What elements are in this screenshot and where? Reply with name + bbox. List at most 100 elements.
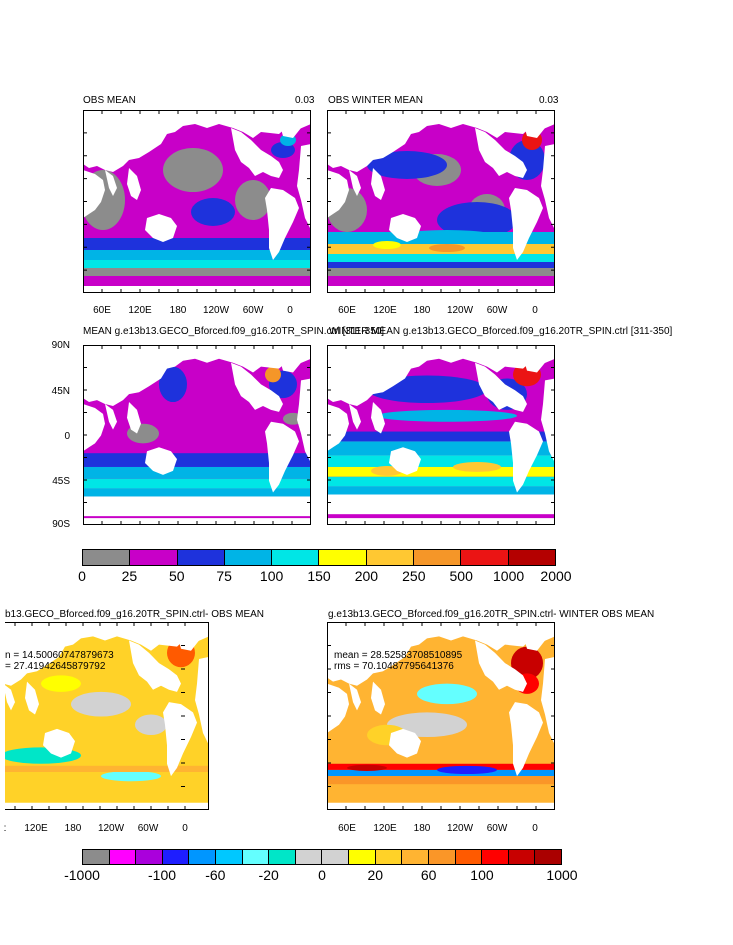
colorbar-swatch [269,850,296,864]
map-diff-winter [327,622,555,810]
lon-label: 0 [182,823,188,834]
map-diff-winter-svg [327,622,555,810]
colorbar-swatch [482,850,509,864]
diff-mean-mean: n = 14.50060747879673 [5,650,114,661]
map-diff-mean [5,622,209,810]
colorbar-label: 1000 [546,867,578,883]
colorbar-swatch [136,850,163,864]
colorbar-swatch [216,850,243,864]
colorbar-label: 500 [449,568,473,584]
lon-label: 120E [373,823,397,834]
colorbar-swatch [414,550,462,565]
colorbar-swatch [83,850,110,864]
colorbar-label: 0 [318,867,326,883]
lon-label: 0 [532,823,538,834]
lon-label: 180 [413,823,431,834]
colorbar-swatch [322,850,350,864]
map-diff-mean-svg [5,622,209,810]
colorbar-swatch [242,850,270,864]
colorbar-swatch [402,850,429,864]
colorbar-label: 60 [420,867,437,883]
diff-winter-rms: rms = 70.10487795641376 [334,661,454,672]
lon-label: 60W [486,823,508,834]
colorbar-bottom [82,849,562,865]
lon-label: 60W [486,305,508,316]
lat-label: 0 [64,431,70,442]
lon-label: 60W [137,823,159,834]
colorbar-swatch [109,850,137,864]
map-obs-mean-svg [83,110,311,293]
colorbar-label: 20 [367,867,384,883]
colorbar-label: 75 [216,568,232,584]
colorbar-label: -1000 [64,867,100,883]
colorbar-swatch [295,850,323,864]
lon-label: 60W [242,305,264,316]
map-obs-winter-mean [327,110,555,293]
colorbar-swatch [189,850,217,864]
colorbar-swatch [83,550,131,565]
diff-mean-stats: n = 14.50060747879673 = 27.4194264587979… [5,650,114,672]
colorbar-label: -20 [258,867,279,883]
diff-winter-stats: mean = 28.52583708510895 rms = 70.104877… [334,650,462,672]
colorbar-swatch [375,850,403,864]
panel-value-obs-mean: 0.03 [295,95,315,106]
map-model-mean [83,345,311,525]
lat-label: 45S [52,476,70,487]
panel-title-obs-winter-mean: OBS WINTER MEAN [328,95,424,106]
lon-label: 120W [446,823,474,834]
lat-label: 90N [51,340,70,351]
colorbar-label: 250 [402,568,426,584]
colorbar-label: 150 [307,568,331,584]
colorbar-label: 2000 [540,568,572,584]
colorbar-label: -100 [148,867,177,883]
lon-label: 180 [169,305,187,316]
colorbar-label: -60 [205,867,226,883]
colorbar-swatch [366,550,415,565]
panel-title-diff-winter: g.e13b13.GECO_Bforced.f09_g16.20TR_SPIN.… [328,609,655,620]
lon-label: 120W [202,305,230,316]
lon-label: 120E [373,305,397,316]
map-model-mean-svg [83,345,311,525]
map-model-winter-mean [327,345,555,525]
lon-label: 180 [64,823,82,834]
panel-title-model-mean: MEAN g.e13b13.GECO_Bforced.f09_g16.20TR_… [83,326,385,337]
lon-label: 60E [338,305,356,316]
lon-label: 120E [128,305,152,316]
map-obs-mean [83,110,311,293]
colorbar-label: 100 [259,568,284,584]
colorbar-swatch [177,550,225,565]
colorbar-swatch [428,850,456,864]
lon-label: 120E [24,823,48,834]
colorbar-swatch [272,550,320,565]
map-obs-winter-mean-svg [327,110,555,293]
colorbar-label: 1000 [493,568,525,584]
colorbar-label: 25 [121,568,138,584]
colorbar-swatch [461,550,509,565]
colorbar-swatch [508,550,555,565]
lon-label: 120W [446,305,474,316]
colorbar-swatch [162,850,190,864]
colorbar-label: 100 [470,867,494,883]
panel-title-obs-mean: OBS MEAN [83,95,136,106]
colorbar-swatch [130,550,178,565]
lon-label: 180 [413,305,431,316]
panel-title-model-winter-mean: WINTER MEAN g.e13b13.GECO_Bforced.f09_g1… [329,326,673,337]
lon-label-partial: : [3,823,7,834]
lon-label: 60E [338,823,356,834]
panel-title-diff-mean: b13.GECO_Bforced.f09_g16.20TR_SPIN.ctrl-… [5,609,264,620]
lon-label: 60E [93,305,111,316]
diff-winter-mean: mean = 28.52583708510895 [334,650,463,661]
lat-label: 90S [52,519,70,530]
diff-mean-rms: = 27.41942645879792 [5,661,106,672]
colorbar-swatch [224,550,273,565]
colorbar-swatch [535,850,561,864]
colorbar-swatch [349,850,376,864]
colorbar-label: 0 [78,568,86,584]
lat-label: 45N [51,386,70,397]
panel-value-obs-winter-mean: 0.03 [539,95,559,106]
lon-label: 0 [287,305,293,316]
colorbar-top [82,549,556,566]
lon-label: 0 [532,305,538,316]
colorbar-swatch [508,850,536,864]
colorbar-swatch [455,850,483,864]
